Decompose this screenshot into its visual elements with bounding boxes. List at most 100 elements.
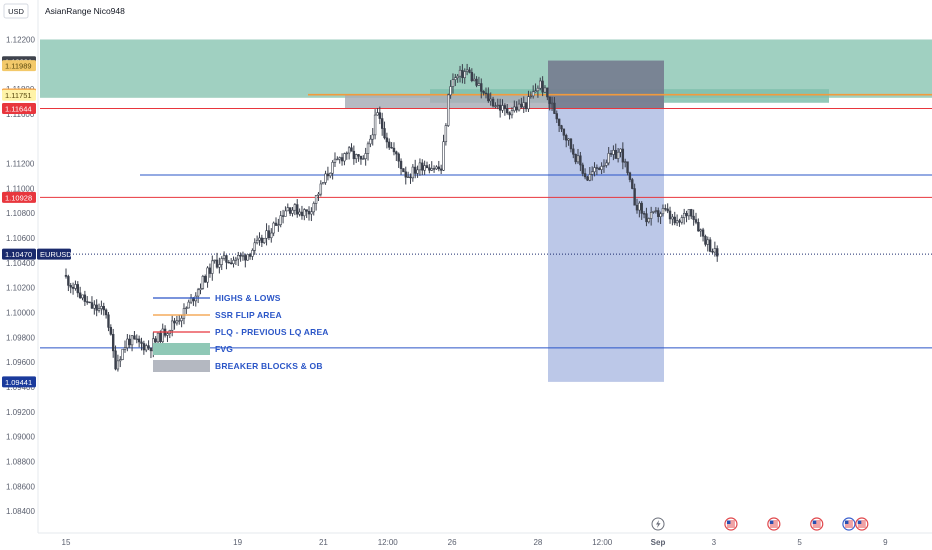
- candle-body: [208, 267, 212, 274]
- candle-body: [661, 208, 665, 215]
- candle-body: [680, 217, 684, 223]
- currency-unit-button[interactable]: [3, 3, 29, 19]
- candle-body: [590, 171, 594, 175]
- legend-label-3: FVG: [215, 344, 233, 354]
- flag-ring: [842, 517, 856, 531]
- candle-body: [239, 255, 242, 257]
- zones-layer: [40, 39, 932, 382]
- candle-body: [279, 215, 282, 225]
- candle-body: [383, 128, 386, 139]
- price-tick: 1.11600: [6, 110, 35, 119]
- candle-body: [501, 105, 504, 111]
- candle-body: [336, 158, 339, 161]
- price-tick: 1.09000: [6, 433, 35, 442]
- price-badge-value: 1.10470: [5, 250, 32, 259]
- candle-body: [447, 94, 450, 126]
- candle-body: [640, 202, 643, 214]
- candle-body: [185, 307, 188, 310]
- candle-body: [657, 210, 660, 217]
- candle-body: [227, 262, 231, 264]
- candle-body: [548, 96, 551, 104]
- candle-body: [508, 112, 511, 116]
- candle-body: [109, 327, 113, 335]
- candle-body: [67, 276, 70, 286]
- candle-body: [333, 158, 337, 163]
- candle-body: [593, 167, 596, 173]
- candle-body: [86, 301, 89, 303]
- candle-body: [182, 308, 186, 319]
- candle-body: [90, 302, 94, 309]
- candle-body: [175, 320, 179, 324]
- candle-body: [133, 335, 136, 340]
- flag-stripe: [726, 524, 735, 526]
- flag-stripe: [726, 522, 735, 524]
- us-flag-icon[interactable]: [767, 517, 781, 531]
- candle-body: [102, 306, 105, 311]
- candle-body: [496, 104, 499, 107]
- flag-ring: [767, 517, 781, 531]
- candle-body: [404, 171, 407, 178]
- candle-body: [470, 72, 474, 81]
- candle-body: [430, 168, 433, 171]
- candle-body: [355, 154, 358, 160]
- candle-body: [649, 212, 653, 219]
- candle-body: [536, 87, 540, 92]
- candle-body: [128, 338, 131, 346]
- candle-body: [371, 134, 374, 140]
- flag-stripe: [857, 522, 866, 524]
- candle-body: [237, 255, 240, 260]
- candle-body: [489, 98, 492, 102]
- candle-body: [298, 211, 301, 215]
- candle-body: [543, 87, 547, 93]
- candle-body: [265, 230, 268, 239]
- candle-body: [701, 229, 705, 237]
- price-tick: 1.08600: [6, 482, 35, 491]
- candle-body: [123, 347, 127, 350]
- candle-body: [515, 106, 518, 111]
- breaker-blocks-ob-zone: [548, 60, 664, 109]
- flag-stripe: [726, 526, 735, 528]
- candle-body: [272, 222, 275, 234]
- candle-body: [506, 108, 509, 114]
- candle-body: [534, 90, 537, 93]
- time-tick: 12:00: [592, 538, 613, 547]
- candle-body: [201, 276, 205, 289]
- us-flag-icon[interactable]: [810, 517, 824, 531]
- candle-body: [281, 215, 285, 217]
- flag-stripe: [844, 526, 853, 528]
- us-flag-icon[interactable]: [842, 517, 856, 531]
- candle-body: [364, 153, 367, 159]
- us-flag-icon[interactable]: [855, 517, 869, 531]
- flag-stripe: [844, 522, 853, 524]
- candle-body: [581, 164, 584, 174]
- candle-body: [357, 154, 360, 157]
- candle-body: [574, 153, 577, 163]
- time-tick: 19: [233, 538, 242, 547]
- candle-body: [225, 255, 228, 263]
- time-tick: 21: [319, 538, 328, 547]
- us-flag-icon[interactable]: [724, 517, 738, 531]
- legend-label-4: BREAKER BLOCKS & OB: [215, 361, 323, 371]
- candle-body: [690, 209, 693, 217]
- candle-body: [187, 301, 190, 309]
- flag-stripe: [769, 524, 778, 526]
- time-tick: 3: [712, 538, 717, 547]
- candle-body: [654, 210, 658, 212]
- candle-body: [456, 75, 459, 79]
- symbol-badge-label: EURUSD: [40, 250, 72, 259]
- price-tick: 1.09200: [6, 408, 35, 417]
- candle-body: [645, 213, 648, 223]
- candle-body: [241, 255, 245, 257]
- candle-body: [116, 360, 120, 370]
- candle-body: [173, 320, 176, 324]
- candle-body: [321, 182, 325, 185]
- candle-body: [137, 338, 141, 343]
- lightning-event-icon[interactable]: [651, 517, 665, 531]
- price-axis-panel[interactable]: [0, 0, 38, 550]
- price-tick: 1.10800: [6, 209, 35, 218]
- chart-legend: HIGHS & LOWS SSR FLIP AREA PLQ - PREVIOUS …: [153, 293, 328, 372]
- candle-body: [100, 306, 103, 309]
- time-tick: 9: [883, 538, 888, 547]
